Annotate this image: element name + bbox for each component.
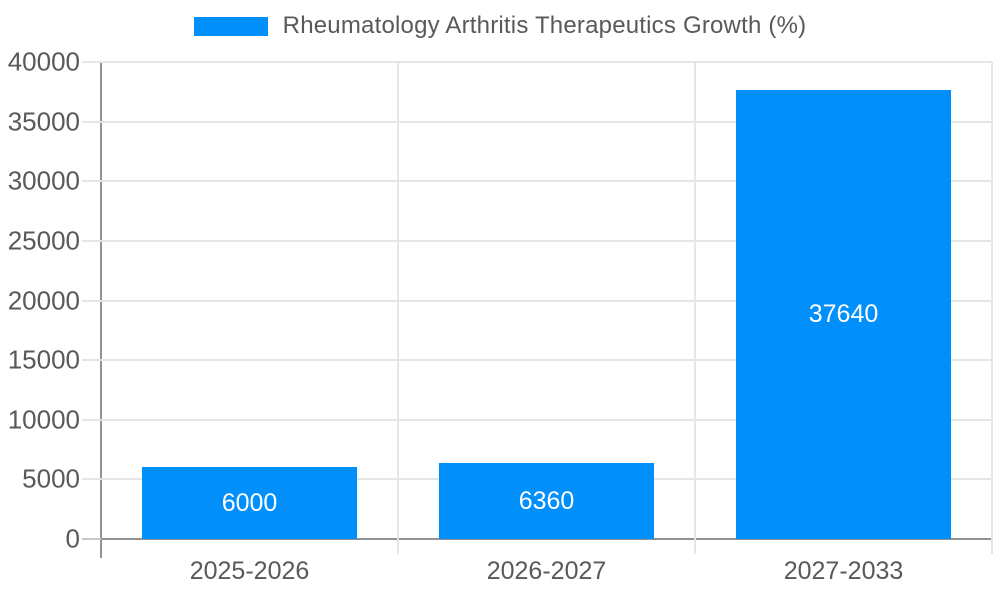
y-axis-tick-label: 25000: [7, 225, 80, 256]
y-axis-tick-label: 20000: [7, 285, 80, 315]
v-gridline-2: [694, 62, 696, 554]
bar-2027-2033[interactable]: 37640: [736, 90, 951, 539]
y-axis-tick-label: 30000: [7, 165, 80, 196]
y-axis-tick-label: 5000: [22, 463, 80, 494]
x-axis-line: [101, 538, 992, 540]
y-axis-line: [100, 62, 102, 558]
h-gridline-40000: [82, 61, 992, 63]
y-axis-tick-label: 35000: [7, 106, 80, 137]
v-gridline-1: [397, 62, 399, 554]
x-axis-category-label: 2026-2027: [486, 557, 607, 585]
h-gridline-10000: [82, 418, 992, 421]
h-gridline-30000: [82, 180, 992, 183]
y-axis-tick-label: 15000: [7, 344, 80, 375]
bar-value-label: 6360: [518, 486, 575, 515]
h-gridline-25000: [82, 239, 992, 242]
x-axis-category-label: 2027-2033: [783, 557, 904, 585]
y-axis-tick-label: 0: [65, 523, 80, 554]
h-gridline-15000: [82, 359, 992, 362]
plot-area: 0 5000 10000 15000 20000 25000 30000 35000 40000…: [8, 47, 993, 585]
y-axis-tick-label: 40000: [7, 46, 80, 77]
v-gridline-3: [991, 62, 993, 554]
y-axis-tick-label: 10000: [7, 404, 80, 435]
x-axis-category-label: 2025-2026: [189, 557, 310, 585]
chart-legend[interactable]: Rheumatology Arthritis Therapeutics Grow…: [0, 12, 1000, 40]
bar-value-label: 37640: [808, 300, 879, 329]
legend-label: Rheumatology Arthritis Therapeutics Grow…: [282, 12, 807, 39]
y-tick-0: [82, 538, 101, 540]
h-gridline-35000: [82, 120, 992, 123]
bar-2026-2027[interactable]: 6360: [439, 463, 654, 539]
legend-swatch: [193, 16, 268, 36]
bar-value-label: 6000: [221, 488, 278, 517]
bar-2025-2026[interactable]: 6000: [142, 467, 357, 539]
h-gridline-20000: [82, 299, 992, 302]
